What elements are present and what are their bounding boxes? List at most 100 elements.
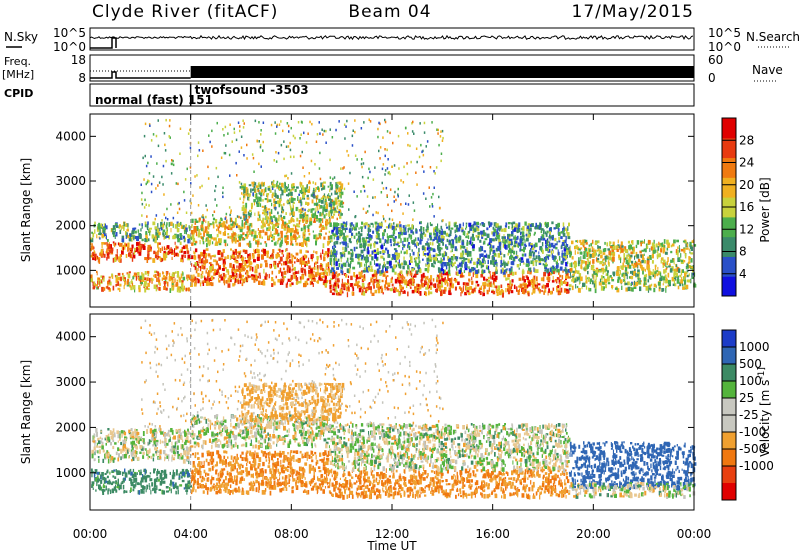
heatmap-cell: [267, 223, 271, 226]
heatmap-cell: [574, 262, 577, 267]
heatmap-cell: [135, 275, 137, 281]
heatmap-cell: [487, 243, 489, 246]
heatmap-cell: [260, 165, 262, 168]
heatmap-cell: [399, 286, 402, 289]
heatmap-cell: [209, 266, 213, 271]
heatmap-cell: [229, 278, 232, 283]
heatmap-cell: [265, 212, 268, 218]
heatmap-cell: [478, 260, 481, 263]
heatmap-cell: [677, 250, 679, 254]
heatmap-cell: [241, 223, 244, 227]
heatmap-cell: [428, 253, 431, 258]
heatmap-cell: [365, 289, 367, 294]
heatmap-cell: [136, 241, 139, 246]
heatmap-cell: [499, 225, 502, 230]
heatmap-cell: [291, 268, 293, 272]
heatmap-cell: [254, 265, 256, 269]
heatmap-cell: [437, 267, 440, 271]
heatmap-cell: [330, 192, 333, 196]
heatmap-cell: [586, 264, 589, 269]
cpid-strip-frame: [89, 83, 695, 107]
heatmap-cell: [557, 222, 560, 227]
heatmap-cell: [564, 281, 568, 285]
heatmap-cell: [230, 223, 234, 226]
heatmap-cell: [556, 268, 560, 273]
heatmap-cell: [403, 227, 405, 233]
heatmap-cell: [686, 269, 689, 273]
heatmap-cell: [329, 272, 331, 276]
heatmap-cell: [477, 283, 480, 287]
heatmap-cell: [379, 146, 382, 149]
heatmap-cell: [340, 191, 344, 195]
heatmap-cell: [399, 226, 401, 232]
heatmap-cell: [253, 277, 256, 283]
heatmap-cell: [475, 273, 479, 279]
heatmap-cell: [307, 227, 310, 233]
heatmap-cell: [244, 209, 247, 214]
heatmap-cell: [290, 197, 294, 202]
heatmap-cell: [301, 185, 304, 189]
heatmap-cell: [680, 271, 683, 276]
heatmap-cell: [264, 198, 268, 201]
heatmap-cell: [319, 177, 322, 181]
heatmap-cell: [130, 286, 133, 291]
heatmap-cell: [406, 237, 409, 242]
heatmap-cell: [331, 261, 333, 267]
heatmap-cell: [324, 208, 328, 213]
heatmap-cell: [361, 255, 363, 260]
heatmap-cell: [633, 271, 636, 276]
heatmap-cell: [360, 272, 363, 277]
heatmap-cell: [194, 218, 197, 221]
heatmap-cell: [144, 257, 147, 261]
heatmap-cell: [311, 122, 313, 126]
heatmap-cell: [290, 207, 293, 211]
heatmap-cell: [285, 248, 287, 252]
heatmap-cell: [371, 274, 375, 277]
heatmap-cell: [271, 185, 274, 188]
heatmap-cell: [358, 227, 360, 230]
heatmap-cell: [667, 257, 669, 262]
heatmap-cell: [569, 268, 572, 272]
heatmap-cell: [323, 181, 326, 184]
heatmap-cell: [410, 281, 413, 286]
heatmap-cell: [432, 257, 435, 261]
heatmap-cell: [233, 237, 235, 241]
heatmap-cell: [254, 230, 257, 236]
heatmap-cell: [435, 231, 439, 237]
heatmap-cell: [121, 246, 124, 251]
heatmap-cell: [444, 276, 446, 281]
heatmap-cell: [384, 173, 386, 176]
heatmap-cell: [448, 290, 451, 295]
heatmap-cell: [534, 242, 538, 248]
heatmap-cell: [559, 282, 561, 288]
heatmap-cell: [605, 283, 607, 289]
heatmap-cell: [184, 230, 186, 234]
freq-label-line1: Freq.: [4, 55, 31, 68]
heatmap-cell: [207, 234, 210, 238]
heatmap-cell: [420, 280, 423, 284]
heatmap-cell: [380, 191, 383, 194]
heatmap-cell: [100, 248, 104, 254]
heatmap-cell: [319, 218, 322, 222]
heatmap-cell: [341, 241, 344, 244]
heatmap-cell: [683, 277, 685, 281]
heatmap-cell: [427, 256, 431, 260]
heatmap-cell: [121, 250, 124, 255]
heatmap-cell: [420, 232, 424, 235]
heatmap-cell: [483, 288, 485, 293]
heatmap-cell: [258, 234, 262, 239]
nsky-strip-frame: [89, 27, 695, 51]
heatmap-cell: [406, 270, 408, 274]
heatmap-cell: [315, 215, 318, 219]
heatmap-cell: [131, 279, 133, 282]
heatmap-cell: [170, 276, 174, 280]
heatmap-cell: [597, 254, 600, 257]
heatmap-cell: [464, 258, 468, 261]
heatmap-cell: [280, 120, 282, 123]
heatmap-cell: [267, 208, 271, 211]
heatmap-cell: [160, 221, 163, 226]
heatmap-cell: [224, 125, 227, 129]
heatmap-cell: [505, 268, 507, 273]
heatmap-cell: [331, 239, 333, 242]
heatmap-cell: [203, 230, 205, 235]
